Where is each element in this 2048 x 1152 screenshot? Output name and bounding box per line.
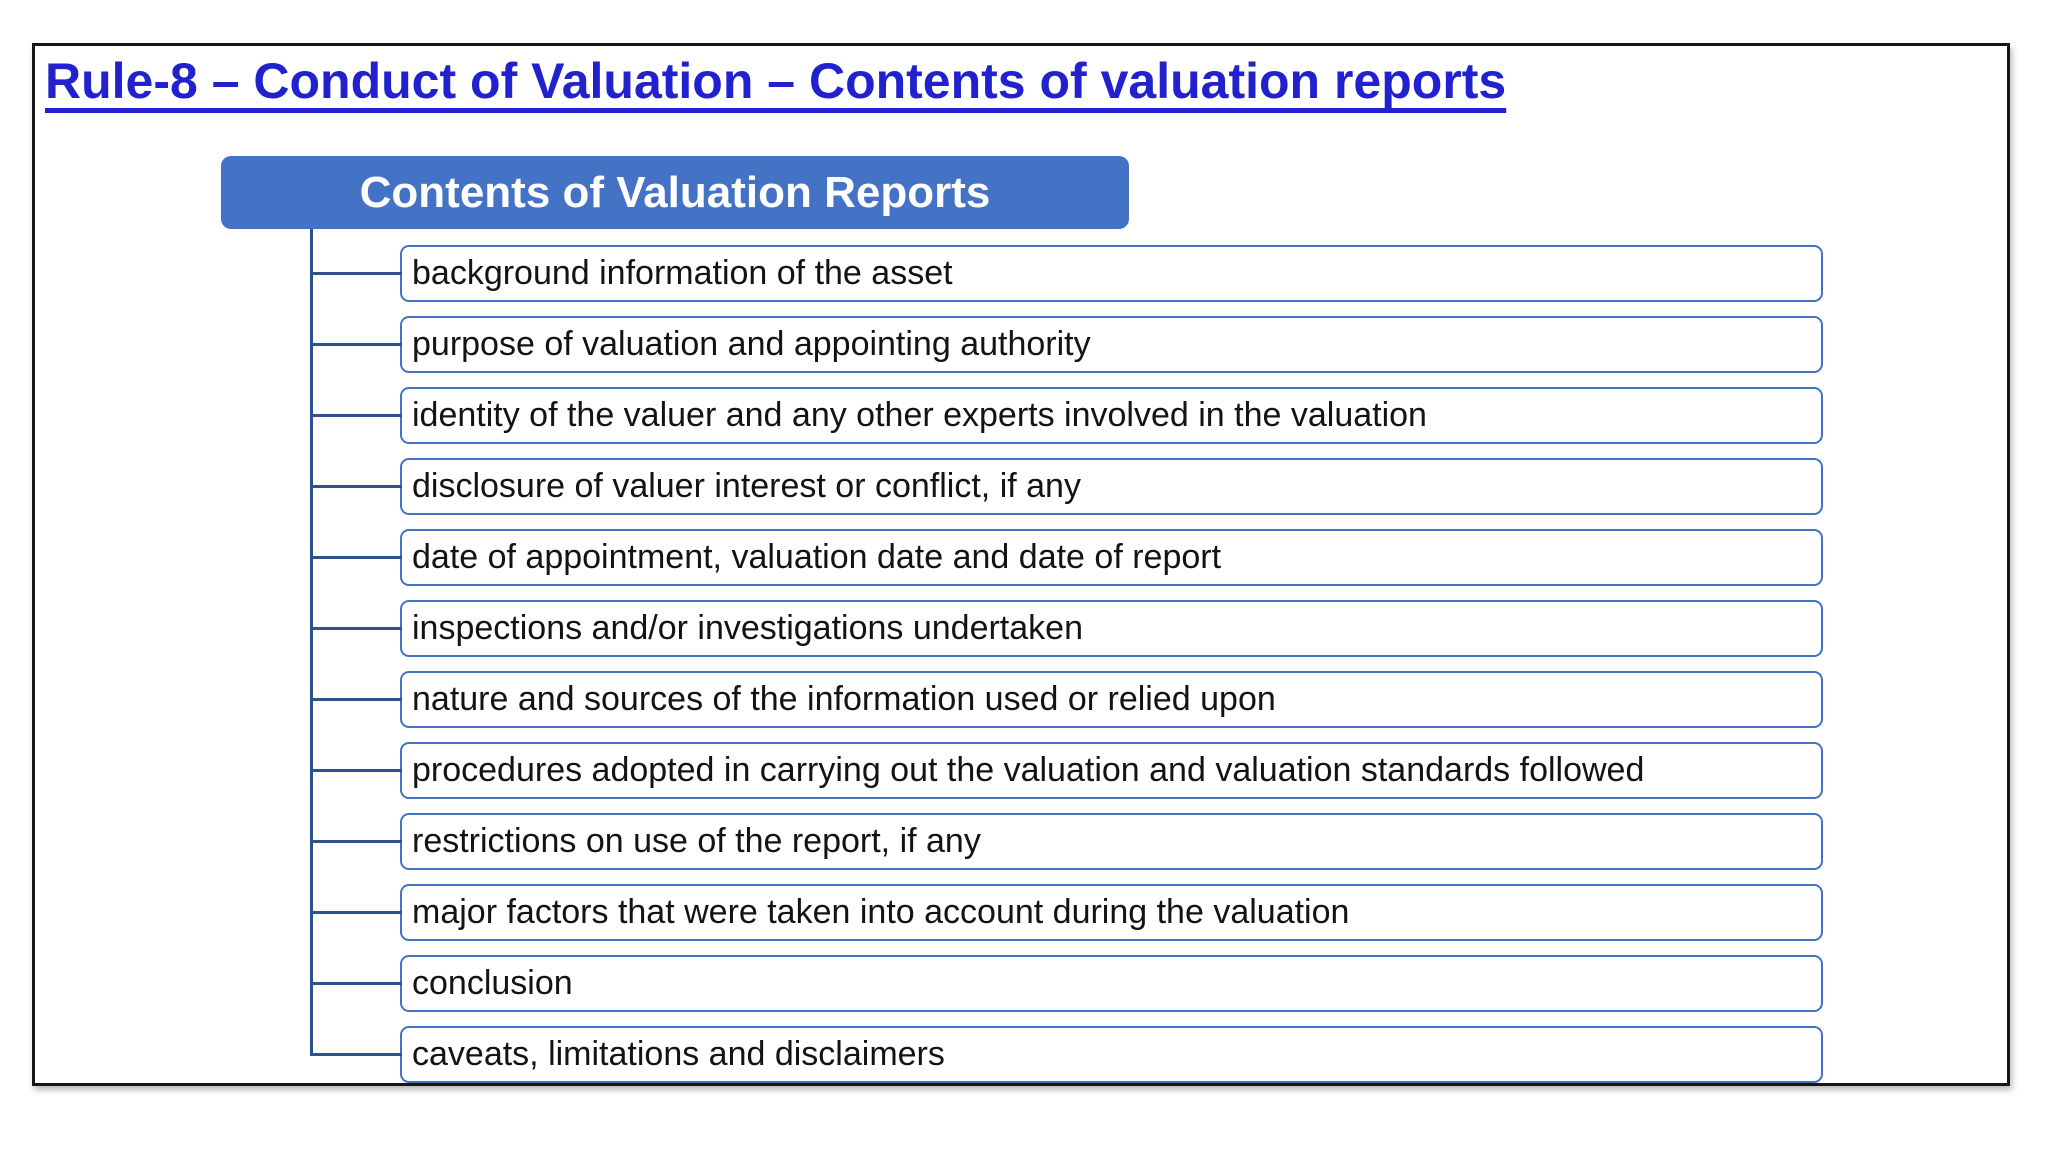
tree-branch-line [310,343,402,346]
tree-branch-line [310,698,402,701]
tree-item-label: disclosure of valuer interest or conflic… [412,467,1081,505]
tree-item: inspections and/or investigations undert… [310,600,1823,657]
tree-branch-line [310,769,402,772]
tree-branch-line [310,1053,402,1056]
tree-item: caveats, limitations and disclaimers [310,1026,1823,1083]
tree-branch-line [310,556,402,559]
tree-item: identity of the valuer and any other exp… [310,387,1823,444]
tree-trunk-line [310,229,313,1056]
tree-item-label: identity of the valuer and any other exp… [412,396,1427,434]
slide-canvas: Rule-8 – Conduct of Valuation – Contents… [32,43,2010,1086]
tree-item: disclosure of valuer interest or conflic… [310,458,1823,515]
tree-item: purpose of valuation and appointing auth… [310,316,1823,373]
tree-item: procedures adopted in carrying out the v… [310,742,1823,799]
tree-item-label: restrictions on use of the report, if an… [412,822,981,860]
tree-item: conclusion [310,955,1823,1012]
tree-item-label: nature and sources of the information us… [412,680,1276,718]
tree-item-label: background information of the asset [412,254,953,292]
tree-item: restrictions on use of the report, if an… [310,813,1823,870]
tree-item: date of appointment, valuation date and … [310,529,1823,586]
page-title: Rule-8 – Conduct of Valuation – Contents… [45,53,1507,109]
tree-item-label: conclusion [412,964,573,1002]
root-node-label: Contents of Valuation Reports [359,167,991,217]
tree-item-list: background information of the asset purp… [310,245,1823,1097]
tree-branch-line [310,272,402,275]
tree-branch-line [310,414,402,417]
tree-item: nature and sources of the information us… [310,671,1823,728]
tree-branch-line [310,485,402,488]
root-node: Contents of Valuation Reports [221,156,1129,229]
tree-branch-line [310,840,402,843]
tree-branch-line [310,982,402,985]
tree-item: background information of the asset [310,245,1823,302]
tree-item-label: procedures adopted in carrying out the v… [412,751,1645,789]
tree-item-label: caveats, limitations and disclaimers [412,1035,945,1073]
tree-item-label: major factors that were taken into accou… [412,893,1350,931]
tree-branch-line [310,627,402,630]
tree-item-label: purpose of valuation and appointing auth… [412,325,1091,363]
tree-item-label: date of appointment, valuation date and … [412,538,1222,576]
tree-branch-line [310,911,402,914]
tree-item: major factors that were taken into accou… [310,884,1823,941]
tree-item-label: inspections and/or investigations undert… [412,609,1083,647]
